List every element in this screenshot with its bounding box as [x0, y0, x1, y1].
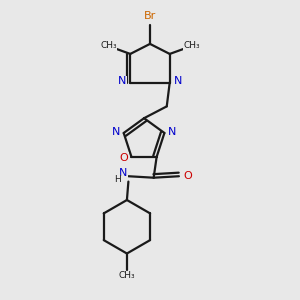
Text: O: O [184, 171, 192, 181]
Text: O: O [120, 153, 128, 163]
Text: N: N [168, 127, 176, 137]
Text: Br: Br [144, 11, 156, 21]
Text: CH₃: CH₃ [183, 41, 200, 50]
Text: CH₃: CH₃ [118, 271, 135, 280]
Text: N: N [118, 76, 126, 86]
Text: N: N [112, 127, 121, 137]
Text: N: N [174, 76, 182, 86]
Text: CH₃: CH₃ [100, 41, 117, 50]
Text: H: H [114, 175, 121, 184]
Text: N: N [119, 168, 127, 178]
